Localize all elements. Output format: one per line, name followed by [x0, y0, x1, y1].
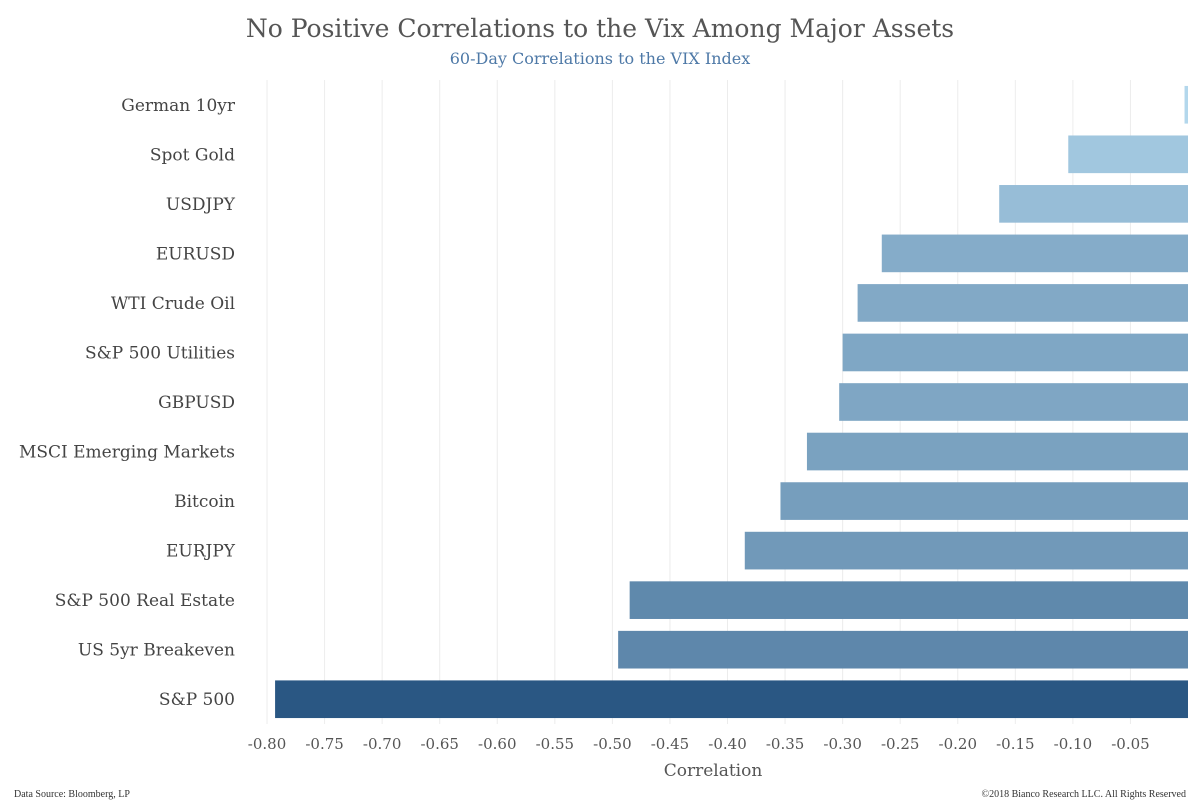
bar: [1068, 135, 1188, 174]
x-tick-label: -0.75: [305, 735, 343, 753]
category-label: Spot Gold: [150, 145, 235, 165]
category-label: S&P 500 Utilities: [85, 343, 235, 363]
category-label: WTI Crude Oil: [111, 294, 235, 314]
x-axis-title: Correlation: [664, 761, 763, 781]
category-label: GBPUSD: [158, 393, 235, 413]
category-label: US 5yr Breakeven: [78, 641, 235, 661]
category-label: MSCI Emerging Markets: [19, 443, 235, 463]
bar: [629, 581, 1188, 619]
x-tick-label: -0.65: [420, 735, 458, 753]
x-tick-label: -0.55: [536, 735, 574, 753]
category-label: EURJPY: [166, 542, 236, 562]
x-tick-label: -0.50: [593, 735, 631, 753]
category-label: S&P 500: [159, 690, 235, 710]
bar: [618, 630, 1188, 669]
x-tick-label: -0.25: [881, 735, 919, 753]
bar: [780, 482, 1188, 520]
category-labels: German 10yr Spot Gold USDJPY EURUSD WTI Crud…: [19, 96, 236, 710]
x-tick-labels: -0.80 -0.75 -0.70 -0.65 -0.60 -0.55 -0.50 -0.45…: [248, 735, 1150, 753]
bar: [857, 284, 1188, 322]
copyright-note: ©2018 Bianco Research LLC. All Rights Re…: [981, 789, 1186, 800]
x-tick-label: -0.35: [766, 735, 804, 753]
x-tick-label: -0.15: [996, 735, 1034, 753]
x-tick-label: -0.20: [939, 735, 977, 753]
bar: [839, 383, 1188, 421]
x-tick-label: -0.40: [708, 735, 746, 753]
category-label: Bitcoin: [174, 492, 235, 512]
bar: [744, 531, 1188, 570]
x-tick-label: -0.30: [823, 735, 861, 753]
bar: [842, 333, 1188, 372]
x-tick-label: -0.70: [363, 735, 401, 753]
chart-title: No Positive Correlations to the Vix Amon…: [245, 14, 955, 43]
bar: [275, 680, 1189, 719]
category-label: S&P 500 Real Estate: [55, 591, 235, 611]
data-source-note: Data Source: Bloomberg, LP: [14, 789, 130, 800]
x-tick-label: -0.60: [478, 735, 516, 753]
bar: [881, 234, 1188, 273]
x-tick-label: -0.45: [651, 735, 689, 753]
bar: [1184, 85, 1188, 124]
category-label: German 10yr: [121, 96, 236, 116]
x-tick-label: -0.10: [1054, 735, 1092, 753]
bars: [275, 85, 1189, 719]
bar: [806, 432, 1188, 471]
category-label: USDJPY: [166, 195, 236, 215]
chart-subtitle: 60-Day Correlations to the VIX Index: [449, 49, 751, 68]
x-tick-label: -0.80: [248, 735, 286, 753]
bar: [999, 185, 1188, 223]
x-tick-label: -0.05: [1111, 735, 1149, 753]
category-label: EURUSD: [156, 244, 235, 264]
